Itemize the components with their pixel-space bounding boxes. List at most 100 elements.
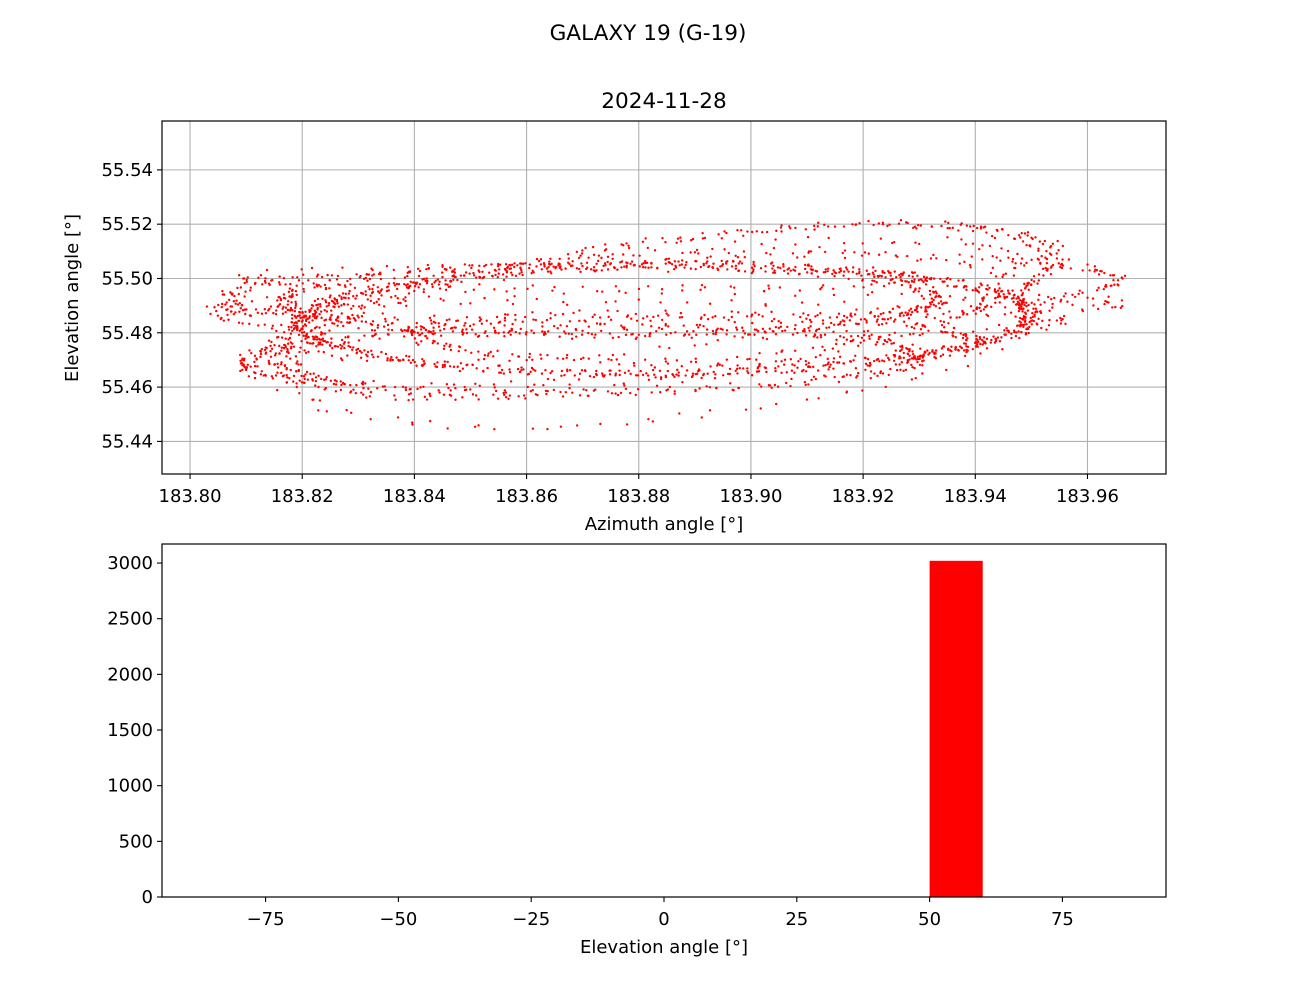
scatter-point	[685, 261, 688, 264]
scatter-point	[776, 266, 780, 269]
scatter-point	[869, 376, 872, 380]
scatter-point	[270, 347, 274, 350]
scatter-point	[876, 374, 879, 378]
scatter-point	[916, 259, 919, 262]
scatter-point	[657, 326, 661, 329]
scatter-point	[653, 366, 657, 369]
scatter-point	[954, 345, 957, 349]
histogram-y-tick-label: 1500	[107, 720, 153, 741]
scatter-point	[832, 323, 836, 326]
scatter-point	[945, 331, 949, 334]
scatter-point	[478, 316, 481, 319]
scatter-point	[880, 322, 884, 326]
scatter-point	[241, 357, 244, 360]
scatter-point	[1014, 262, 1017, 265]
scatter-point	[546, 377, 550, 381]
scatter-point	[239, 359, 242, 363]
scatter-point	[1002, 273, 1005, 276]
scatter-point	[464, 271, 468, 274]
scatter-point	[1030, 258, 1033, 262]
scatter-point	[227, 298, 231, 302]
scatter-point	[417, 286, 420, 289]
scatter-point	[959, 332, 962, 335]
scatter-point	[431, 285, 434, 289]
scatter-point	[432, 329, 435, 333]
scatter-point	[634, 312, 638, 316]
scatter-point	[410, 421, 414, 424]
scatter-point	[738, 260, 742, 263]
scatter-point	[559, 390, 562, 394]
scatter-point	[824, 270, 827, 274]
scatter-point	[556, 327, 559, 330]
scatter-point	[241, 368, 244, 372]
scatter-point	[259, 352, 263, 356]
scatter-point	[919, 258, 923, 261]
scatter-point	[993, 290, 997, 293]
scatter-point	[286, 376, 289, 379]
scatter-point	[649, 319, 652, 322]
scatter-point	[951, 226, 954, 230]
scatter-point	[842, 270, 846, 273]
scatter-point	[468, 264, 471, 267]
scatter-point	[760, 242, 763, 246]
scatter-point	[837, 380, 841, 384]
scatter-point	[243, 281, 246, 285]
scatter-point	[273, 354, 277, 357]
scatter-point	[541, 321, 544, 324]
scatter-point	[531, 284, 535, 287]
scatter-point	[1012, 300, 1015, 304]
scatter-point	[580, 262, 583, 265]
scatter-point	[665, 257, 668, 261]
scatter-point	[837, 312, 841, 315]
scatter-point	[541, 330, 544, 333]
scatter-point	[540, 268, 544, 271]
scatter-point	[898, 273, 901, 277]
scatter-point	[675, 359, 679, 362]
scatter-point	[644, 261, 647, 265]
scatter-point	[804, 228, 807, 231]
scatter-point	[1057, 262, 1060, 265]
scatter-point	[884, 385, 887, 389]
scatter-point	[641, 373, 645, 377]
scatter-point	[730, 315, 734, 319]
scatter-point	[477, 398, 480, 401]
scatter-point	[1103, 302, 1106, 306]
scatter-point	[226, 308, 229, 311]
scatter-point	[534, 318, 538, 322]
scatter-point	[645, 315, 649, 318]
scatter-point	[461, 367, 465, 370]
scatter-point	[441, 265, 444, 269]
scatter-point	[445, 268, 448, 271]
scatter-point	[774, 367, 777, 370]
scatter-point	[808, 329, 811, 332]
scatter-point	[545, 267, 549, 270]
scatter-point	[520, 366, 523, 369]
scatter-point	[861, 278, 865, 281]
scatter-point	[474, 276, 478, 279]
scatter-point	[824, 363, 827, 367]
scatter-point	[929, 257, 933, 260]
scatter-point	[889, 316, 892, 320]
histogram-y-tick-label: 2500	[107, 609, 153, 630]
scatter-point	[856, 374, 859, 378]
scatter-point	[866, 358, 870, 361]
scatter-point	[650, 364, 653, 367]
scatter-point	[997, 323, 1001, 327]
scatter-point	[877, 323, 881, 327]
scatter-point	[805, 317, 808, 320]
scatter-point	[900, 361, 904, 364]
scatter-point	[843, 249, 847, 252]
scatter-point	[390, 296, 393, 299]
scatter-point	[502, 372, 506, 375]
scatter-point	[1096, 307, 1100, 311]
scatter-point	[497, 272, 500, 275]
scatter-point	[1011, 289, 1014, 292]
scatter-point	[304, 334, 307, 338]
scatter-point	[587, 331, 590, 335]
scatter-point	[383, 385, 386, 388]
scatter-point	[287, 338, 290, 341]
scatter-point	[544, 369, 547, 372]
scatter-point	[579, 270, 582, 274]
scatter-point	[962, 311, 965, 315]
scatter-point	[884, 276, 887, 279]
